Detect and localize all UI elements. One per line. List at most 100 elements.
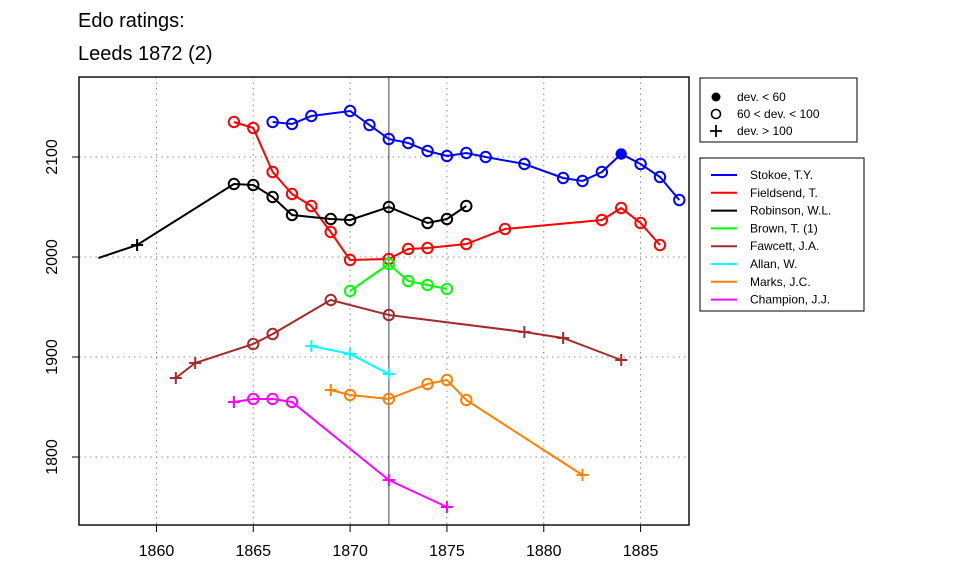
y-tick-label: 1900 <box>44 339 61 375</box>
y-tick-label: 1800 <box>44 439 61 475</box>
open-circle-marker <box>285 187 299 201</box>
open-circle-marker <box>576 174 589 188</box>
open-circle-marker <box>421 144 434 158</box>
legend-label: Stokoe, T.Y. <box>750 168 813 182</box>
open-circle-marker <box>402 136 415 150</box>
open-circle-marker <box>518 157 531 171</box>
open-circle-marker <box>402 274 415 288</box>
plus-marker <box>557 332 570 344</box>
x-tick-label: 1880 <box>526 543 562 560</box>
x-tick-label: 1875 <box>429 543 465 560</box>
series-line <box>349 262 448 292</box>
series-lines <box>98 104 686 513</box>
series-legend: Stokoe, T.Y. Fieldsend, T. Robinson, W.L. B… <box>699 157 865 312</box>
open-circle-marker <box>305 109 318 123</box>
y-tick-label: 2000 <box>44 239 61 275</box>
plus-marker <box>189 357 202 369</box>
legend-label: Brown, T. (1) <box>750 221 818 235</box>
plus-marker <box>169 372 182 384</box>
open-circle-marker <box>247 178 260 192</box>
open-circle-marker <box>421 241 434 255</box>
plot-frame <box>78 76 690 526</box>
plus-marker <box>305 340 318 352</box>
open-circle-marker <box>634 157 647 171</box>
series-marks-j-c <box>324 373 589 481</box>
chart-title-line-2: Leeds 1872 (2) <box>78 43 213 65</box>
open-circle-marker <box>556 171 570 185</box>
chart-title-line-1: Edo ratings: <box>78 10 185 32</box>
open-circle-marker <box>266 190 279 204</box>
plus-icon <box>710 125 722 137</box>
marker-legend-label: dev. < 60 <box>737 90 786 104</box>
plus-marker <box>518 326 531 338</box>
filled-circle-icon <box>711 92 721 102</box>
plus-marker <box>324 384 337 396</box>
open-circle-marker <box>440 212 454 226</box>
series-brown-t-1 <box>343 257 454 298</box>
grid-lines <box>79 77 689 525</box>
open-circle-marker <box>324 212 337 226</box>
plus-marker <box>131 239 144 251</box>
plus-marker <box>344 348 357 360</box>
open-circle-marker <box>247 121 260 135</box>
open-circle-marker <box>460 237 473 251</box>
legend-label: Marks, J.C. <box>750 275 811 289</box>
filled-circle-marker <box>615 148 627 160</box>
series-stokoe-t-y <box>266 104 686 207</box>
plus-marker <box>576 469 589 481</box>
open-circle-marker <box>382 200 396 214</box>
open-circle-marker <box>285 117 299 131</box>
x-tick-label: 1865 <box>235 543 271 560</box>
open-circle-marker <box>634 216 647 230</box>
open-circle-marker <box>440 149 454 163</box>
open-circle-marker <box>382 392 396 406</box>
open-circle-marker <box>343 213 357 227</box>
plus-marker <box>440 501 453 513</box>
marker-legend-label: 60 < dev. < 100 <box>737 107 820 121</box>
series-legend-box <box>699 157 865 312</box>
marker-legend-box <box>699 77 858 143</box>
open-circle-marker <box>673 193 686 207</box>
open-circle-marker <box>460 393 473 407</box>
open-circle-marker <box>247 337 260 351</box>
open-circle-marker <box>266 327 279 341</box>
series-robinson-w-l <box>98 177 473 259</box>
open-circle-marker <box>402 242 415 256</box>
open-circle-marker <box>382 257 396 271</box>
open-circle-marker <box>266 392 279 406</box>
open-circle-marker <box>363 118 376 132</box>
open-circle-marker <box>266 115 279 129</box>
series-champion-j-j <box>227 392 453 513</box>
open-circle-marker <box>305 199 318 213</box>
y-tick-label: 2100 <box>44 139 61 175</box>
x-tick-label: 1885 <box>623 543 659 560</box>
open-circle-marker <box>382 308 396 322</box>
open-circle-marker <box>227 115 241 129</box>
open-circle-icon <box>710 108 722 120</box>
legend-label: Champion, J.J. <box>750 293 830 307</box>
plus-marker <box>382 368 395 380</box>
open-circle-marker <box>343 388 357 402</box>
open-circle-marker <box>324 225 337 239</box>
open-circle-marker <box>382 132 396 146</box>
x-tick-label: 1860 <box>139 543 175 560</box>
plus-marker <box>615 354 628 366</box>
open-circle-marker <box>595 213 609 227</box>
legend-label: Robinson, W.L. <box>750 204 831 218</box>
open-circle-marker <box>653 238 667 252</box>
open-circle-marker <box>460 199 473 213</box>
plus-marker <box>227 396 240 408</box>
open-circle-marker <box>324 293 337 307</box>
open-circle-marker <box>227 177 241 191</box>
open-circle-marker <box>479 150 492 164</box>
marker-legend: dev. < 60 60 < dev. < 100 dev. > 100 <box>699 77 858 143</box>
series-fieldsend-t <box>227 115 667 267</box>
open-circle-marker <box>498 222 512 236</box>
series-fawcett-j-a <box>169 293 628 384</box>
series-line <box>175 298 622 379</box>
open-circle-marker <box>440 282 454 296</box>
open-circle-marker <box>421 278 434 292</box>
open-circle-marker <box>460 146 473 160</box>
legend-label: Fawcett, J.A. <box>750 239 819 253</box>
